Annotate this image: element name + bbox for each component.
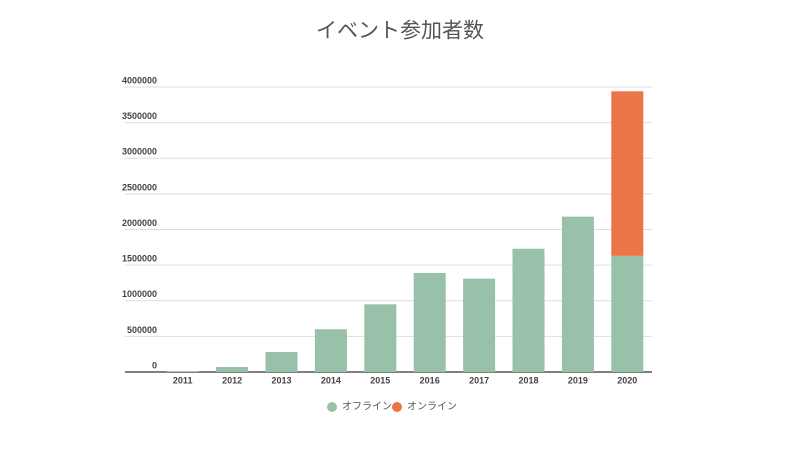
y-tick-label: 3500000 [122,111,157,121]
bar-segment [611,91,644,256]
x-tick-label: 2013 [271,375,291,385]
bar-segment [265,352,298,372]
y-tick-label: 1000000 [122,289,157,299]
bar-segment [364,304,397,372]
bar-segment [216,367,249,372]
x-tick-label: 2012 [222,375,242,385]
bar-segment [512,248,545,372]
bar-segment [166,371,199,372]
y-tick-label: 4000000 [122,75,157,85]
x-tick-label: 2018 [518,375,538,385]
y-tick-label: 1500000 [122,254,157,264]
x-tick-label: 2019 [568,375,588,385]
x-tick-label: 2014 [321,375,341,385]
x-tick-label: 2015 [370,375,390,385]
y-tick-label: 0 [152,360,157,370]
bar-segment [413,272,446,372]
chart-title: イベント参加者数 [316,20,484,43]
bar-segment [611,255,644,372]
bar-segment [561,216,594,372]
x-tick-label: 2017 [469,375,489,385]
bar-segment [314,329,347,372]
y-tick-label: 2500000 [122,182,157,192]
legend-label: オンライン [407,401,457,413]
legend-swatch [392,402,402,412]
y-tick-label: 2000000 [122,218,157,228]
y-tick-label: 500000 [127,325,157,335]
x-tick-label: 2020 [617,375,637,385]
bar-segment [463,278,496,372]
x-tick-label: 2011 [173,375,193,385]
x-tick-label: 2016 [420,375,440,385]
legend-label: オフライン [342,401,392,413]
y-tick-label: 3000000 [122,147,157,157]
legend-swatch [327,402,337,412]
